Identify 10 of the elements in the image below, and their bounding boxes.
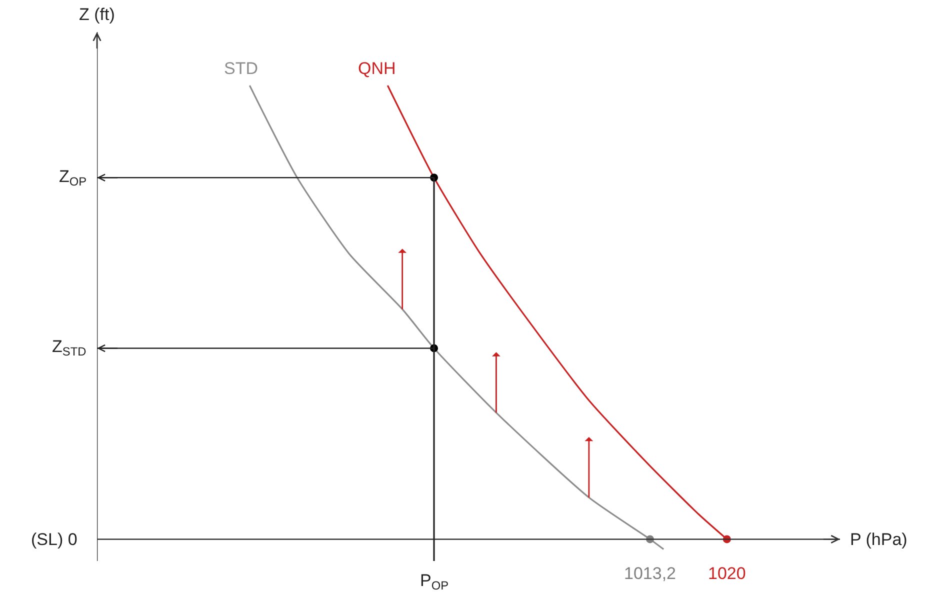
x-axis-title: P (hPa) [850,530,908,549]
x-tick-label: 1013,2 [624,564,676,583]
y-axis-title: Z (ft) [79,5,115,24]
ref-line-label: Z$_{STD}$ [52,337,87,359]
x-tick-label: 1020 [708,564,746,583]
text: (SL) 0 [31,530,78,549]
series-label: STD [224,59,258,78]
series-label: QNH [358,59,396,78]
ref-line-label: Z$_{OP}$ [59,167,87,189]
ref-line-label: P$_{OP}$ [420,571,449,593]
